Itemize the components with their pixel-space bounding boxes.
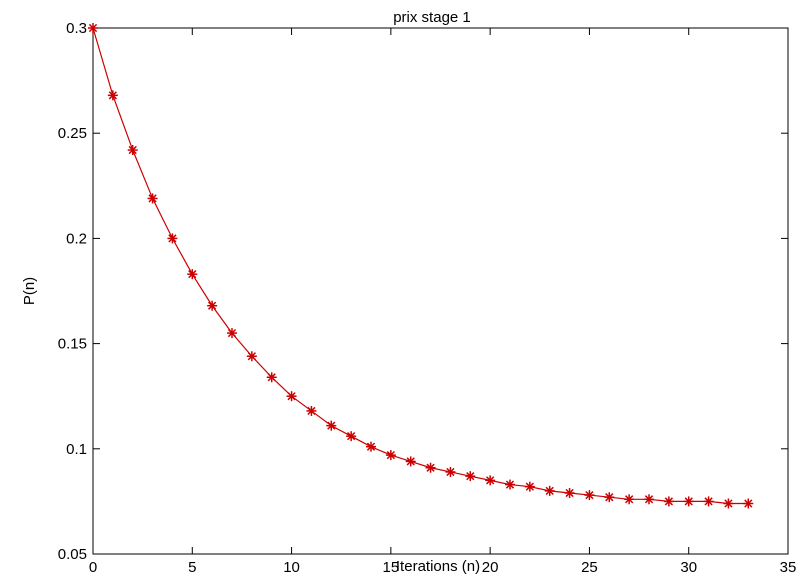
y-tick-label: 0.25 bbox=[58, 125, 87, 142]
data-point-marker bbox=[346, 431, 357, 442]
data-point-marker bbox=[505, 479, 515, 490]
data-point-marker bbox=[743, 498, 754, 509]
data-point-marker bbox=[326, 420, 337, 431]
x-tick-label: 5 bbox=[188, 559, 196, 575]
series-line bbox=[92, 27, 749, 505]
data-point-marker bbox=[107, 90, 118, 101]
data-point-marker bbox=[644, 494, 654, 505]
data-point-marker bbox=[405, 456, 416, 467]
x-axis-label: Iterations (n) bbox=[396, 558, 480, 575]
data-point-marker bbox=[524, 481, 535, 492]
data-point-marker bbox=[286, 391, 297, 402]
series-layer bbox=[88, 23, 754, 509]
data-point-marker bbox=[207, 300, 218, 311]
data-point-marker bbox=[306, 405, 317, 416]
data-point-marker bbox=[584, 490, 595, 501]
data-point-marker bbox=[187, 269, 198, 280]
x-tick-label: 25 bbox=[581, 559, 598, 575]
plot-area bbox=[92, 27, 789, 555]
y-tick-label: 0.15 bbox=[58, 336, 87, 353]
x-tick-label: 20 bbox=[482, 559, 499, 575]
data-point-marker bbox=[385, 450, 396, 461]
data-point-marker bbox=[425, 462, 436, 473]
chart-title: prix stage 1 bbox=[393, 9, 471, 26]
data-point-marker bbox=[227, 328, 237, 339]
data-point-marker bbox=[485, 475, 496, 486]
data-point-marker bbox=[366, 441, 376, 452]
data-point-marker bbox=[266, 372, 277, 383]
x-tick-label: 15 bbox=[383, 559, 400, 575]
y-tick-label: 0.2 bbox=[66, 230, 87, 247]
data-point-marker bbox=[147, 193, 158, 204]
y-tick-label: 0.05 bbox=[58, 546, 87, 563]
data-point-marker bbox=[544, 485, 555, 496]
data-point-marker bbox=[246, 351, 257, 362]
data-point-marker bbox=[624, 494, 635, 505]
data-point-marker bbox=[683, 496, 694, 507]
x-tick-label: 10 bbox=[283, 559, 300, 575]
data-point-marker bbox=[127, 145, 138, 156]
data-point-marker bbox=[88, 23, 98, 33]
x-tick-label: 0 bbox=[89, 559, 97, 575]
data-point-marker bbox=[604, 492, 615, 503]
data-point-marker bbox=[703, 496, 714, 507]
data-point-marker bbox=[663, 496, 674, 507]
axis-ticks: 0 5 10 15 20 25 30 35 0.05 0.1 0.15 0.2 0.25 0.3 bbox=[58, 20, 797, 576]
data-point-marker bbox=[465, 471, 476, 482]
y-tick-label: 0.3 bbox=[66, 20, 87, 37]
y-tick-label: 0.1 bbox=[66, 441, 87, 458]
data-point-marker bbox=[564, 487, 575, 498]
x-tick-label: 30 bbox=[680, 559, 697, 575]
data-point-marker bbox=[445, 466, 456, 477]
y-axis-label: P(n) bbox=[21, 277, 38, 305]
data-point-marker bbox=[167, 233, 178, 244]
data-point-marker bbox=[723, 498, 734, 509]
x-tick-label: 35 bbox=[780, 559, 797, 575]
